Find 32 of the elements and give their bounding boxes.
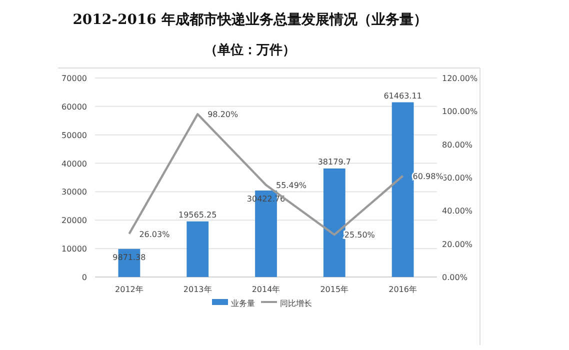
- y-tick-label: 70000: [62, 74, 87, 83]
- y-tick-label: 60000: [62, 102, 87, 112]
- bar: [323, 168, 346, 277]
- chart-title: 2012-2016 年成都市快递业务总量发展情况（业务量）: [72, 11, 428, 28]
- legend-label: 同比增长: [280, 299, 312, 308]
- y-tick-label: 50000: [62, 130, 87, 140]
- y-tick-label: 30000: [62, 188, 87, 197]
- data-label: 38179.7: [318, 157, 351, 166]
- x-tick-label: 2012年: [115, 285, 144, 294]
- y2-tick-label: 80.00%: [442, 140, 473, 150]
- data-label: 26.03%: [139, 230, 170, 239]
- x-tick-label: 2016年: [388, 285, 417, 294]
- bar: [186, 221, 209, 277]
- data-label: 55.49%: [276, 180, 307, 190]
- y2-tick-label: 100.00%: [442, 107, 478, 116]
- y2-tick-label: 120.00%: [442, 74, 478, 83]
- data-label: 98.20%: [208, 110, 238, 120]
- data-label: 19565.25: [178, 210, 217, 220]
- chart-subtitle: （单位：万件）: [204, 42, 296, 58]
- x-tick-label: 2013年: [183, 285, 212, 294]
- legend-label: 业务量: [231, 299, 255, 308]
- y-tick-label: 20000: [62, 216, 87, 226]
- x-tick-label: 2014年: [252, 285, 280, 294]
- y2-tick-label: 20.00%: [442, 240, 473, 249]
- y-tick-label: 0: [82, 273, 87, 282]
- bar: [392, 102, 414, 277]
- y-tick-label: 10000: [62, 244, 87, 254]
- data-label: 61463.11: [384, 91, 422, 100]
- y2-tick-label: 0.00%: [442, 273, 468, 282]
- x-tick-label: 2015年: [320, 285, 349, 294]
- y-tick-label: 40000: [62, 159, 87, 168]
- y2-tick-label: 40.00%: [442, 206, 473, 216]
